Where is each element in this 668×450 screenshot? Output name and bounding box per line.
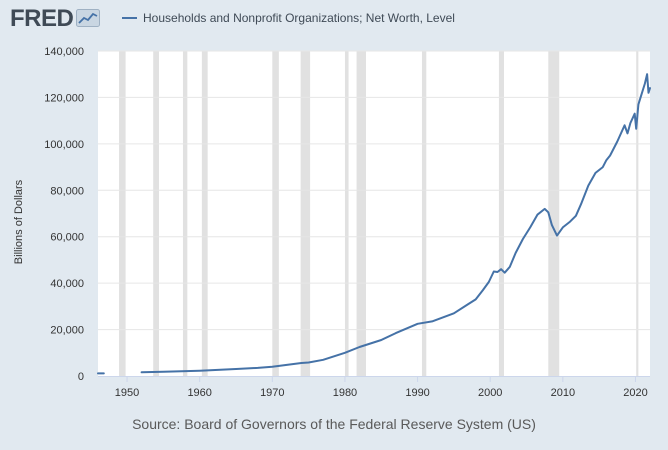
y-tick-label: 100,000 [44, 139, 84, 151]
fred-logo[interactable]: FRED [10, 5, 101, 32]
y-axis-ticks: 0 20,000 40,000 60,000 80,000 100,000 120,000 1… [44, 46, 84, 383]
recession-band [344, 51, 349, 376]
legend-label: Households and Nonprofit Organizations; … [143, 11, 455, 25]
x-axis-ticks: 1950 1960 1970 1980 1990 2000 2010 2020 [115, 376, 648, 399]
legend-swatch [122, 17, 137, 19]
y-tick-label: 60,000 [50, 232, 84, 244]
recession-band [119, 51, 126, 376]
x-tick-label: 2020 [623, 387, 647, 399]
y-tick-label: 140,000 [44, 46, 84, 58]
series-line[interactable] [140, 73, 651, 374]
x-tick-label: 1980 [333, 387, 357, 399]
x-tick-label: 1960 [187, 387, 211, 399]
recession-band [498, 51, 505, 376]
y-tick-label: 40,000 [50, 278, 84, 290]
recession-band [153, 51, 160, 376]
y-tick-label: 80,000 [50, 185, 84, 197]
grid-lines [98, 50, 650, 377]
recession-band [182, 51, 188, 376]
recession-band [636, 51, 639, 376]
logo-text: FRED [10, 5, 74, 32]
recession-band [300, 51, 311, 376]
x-tick-label: 1970 [260, 387, 284, 399]
series-layer [97, 73, 651, 375]
plot-background [98, 51, 650, 376]
y-tick-label: 120,000 [44, 92, 84, 104]
recession-band [201, 51, 208, 376]
x-tick-label: 1990 [405, 387, 429, 399]
x-tick-label: 2000 [478, 387, 502, 399]
x-tick-label: 2010 [551, 387, 575, 399]
recession-band [356, 51, 367, 376]
source-note: Source: Board of Governors of the Federa… [132, 416, 536, 432]
trend-chart-icon [76, 8, 101, 32]
recession-band [548, 51, 560, 376]
recession-shading [119, 51, 639, 376]
x-tick-label: 1950 [115, 387, 139, 399]
y-tick-label: 20,000 [50, 325, 84, 337]
chart-area: 0 20,000 40,000 60,000 80,000 100,000 120,000 1… [44, 46, 651, 399]
chart-legend: Households and Nonprofit Organizations; … [122, 11, 455, 25]
recession-band [421, 51, 427, 376]
recession-band [272, 51, 279, 376]
y-tick-label: 0 [78, 371, 84, 383]
